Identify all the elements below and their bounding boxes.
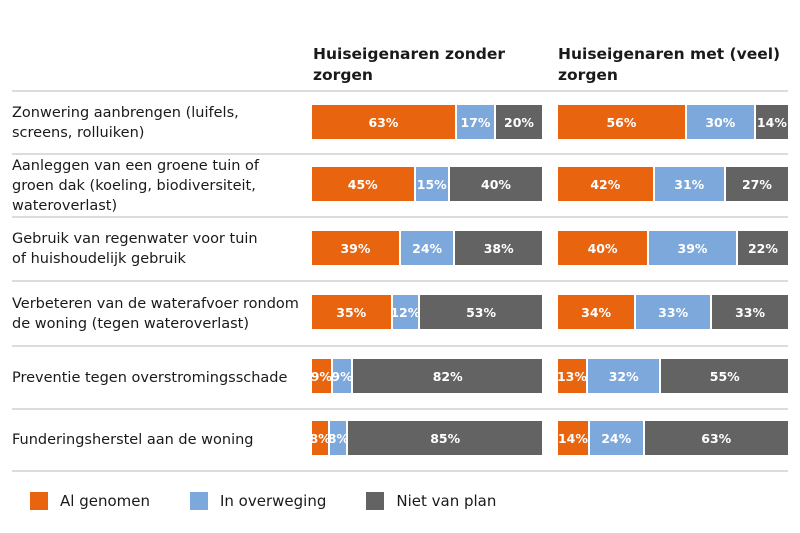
bar-segment-niet-van-plan: 63% <box>644 421 788 455</box>
bar-segment-in-overweging: 32% <box>587 359 662 393</box>
bar-segment-in-overweging: 12% <box>390 295 420 329</box>
legend-swatch <box>366 492 385 510</box>
panel-header-met-zorgen: Huiseigenaren met (veel) zorgen <box>558 45 781 84</box>
bar-segment-niet-van-plan: 53% <box>420 295 542 329</box>
bar-segment-in-overweging: 17% <box>456 105 496 139</box>
bar-segment-niet-van-plan: 40% <box>450 167 542 201</box>
stacked-bar: 56% 30% 14% <box>558 105 788 139</box>
bar-segment-al-genomen: 13% <box>557 359 588 393</box>
bar-segment-niet-van-plan: 82% <box>353 359 542 393</box>
bar-segment-in-overweging: 15% <box>415 167 450 201</box>
category-label: Preventie tegen overstromingsschade <box>12 369 288 386</box>
legend-swatch <box>189 492 208 510</box>
row-divider <box>12 345 788 347</box>
bar-segment-niet-van-plan: 38% <box>455 231 542 265</box>
stacked-bar: 42% 31% 27% <box>558 167 788 201</box>
stacked-bar: 39% 24% 38% <box>312 231 542 265</box>
bar-segment-in-overweging: 9% <box>331 359 354 393</box>
bar-segment-al-genomen: 63% <box>312 105 457 139</box>
legend-item-in-overweging: In overweging <box>189 492 327 510</box>
stacked-bar: 45% 15% 40% <box>312 167 542 201</box>
stacked-bar: 9% 9% 82% <box>311 359 542 393</box>
bar-segment-in-overweging: 8% <box>328 421 349 455</box>
bar-segment-al-genomen: 45% <box>312 167 416 201</box>
stacked-bar: 35% 12% 53% <box>312 295 542 329</box>
legend-label: Niet van plan <box>396 492 497 510</box>
row-divider <box>12 408 788 410</box>
bar-segment-in-overweging: 30% <box>686 105 756 139</box>
bar-segment-niet-van-plan: 14% <box>755 105 788 139</box>
category-label: Verbeteren van de waterafvoer rondom de … <box>12 295 299 332</box>
category-label: Funderingsherstel aan de woning <box>12 432 254 448</box>
legend: Al genomen In overweging Niet van plan <box>30 492 536 510</box>
bar-segment-al-genomen: 8% <box>309 421 331 455</box>
bar-segment-al-genomen: 42% <box>558 167 655 201</box>
bar-segment-niet-van-plan: 27% <box>725 167 788 201</box>
bar-segment-niet-van-plan: 85% <box>348 421 542 455</box>
legend-swatch <box>30 492 48 510</box>
stacked-bar: 40% 39% 22% <box>558 231 788 265</box>
row-divider <box>12 280 788 282</box>
stacked-bar: 13% 32% 55% <box>557 359 788 393</box>
row-divider <box>12 470 788 472</box>
stacked-bar: 34% 33% 33% <box>558 295 788 329</box>
bar-segment-niet-van-plan: 55% <box>661 359 788 393</box>
category-label: Zonwering aanbrengen (luifels, screens, … <box>12 104 239 141</box>
category-label: Gebruik van regenwater voor tuin of huis… <box>12 231 258 267</box>
row-divider <box>12 216 788 218</box>
bar-segment-niet-van-plan: 20% <box>495 105 542 139</box>
bar-segment-niet-van-plan: 33% <box>712 295 788 329</box>
bar-segment-al-genomen: 40% <box>558 231 650 265</box>
legend-label: In overweging <box>219 492 327 510</box>
bar-segment-niet-van-plan: 22% <box>737 231 788 265</box>
bar-segment-al-genomen: 56% <box>558 105 687 139</box>
bar-segment-in-overweging: 39% <box>649 231 738 265</box>
bar-segment-in-overweging: 31% <box>654 167 726 201</box>
row-divider <box>12 90 788 92</box>
legend-item-niet-van-plan: Niet van plan <box>366 492 496 510</box>
stacked-bar: 8% 8% 85% <box>309 421 542 455</box>
stacked-bar: 14% 24% 63% <box>558 421 788 455</box>
bar-segment-al-genomen: 39% <box>312 231 401 265</box>
bar-segment-in-overweging: 33% <box>636 295 713 329</box>
row-divider <box>12 153 788 155</box>
legend-item-al-genomen: Al genomen <box>30 492 150 510</box>
bar-segment-in-overweging: 24% <box>589 421 645 455</box>
panel-header-zonder-zorgen: Huiseigenaren zonder zorgen <box>313 45 506 84</box>
category-label: Aanleggen van een groene tuin of groen d… <box>12 157 260 214</box>
stacked-bar: 63% 17% 20% <box>312 105 542 139</box>
legend-label: Al genomen <box>60 492 150 510</box>
bar-segment-al-genomen: 34% <box>558 295 637 329</box>
bar-segment-al-genomen: 9% <box>311 359 333 393</box>
bar-segment-al-genomen: 35% <box>312 295 393 329</box>
bar-segment-in-overweging: 24% <box>400 231 456 265</box>
bar-segment-al-genomen: 14% <box>558 421 590 455</box>
